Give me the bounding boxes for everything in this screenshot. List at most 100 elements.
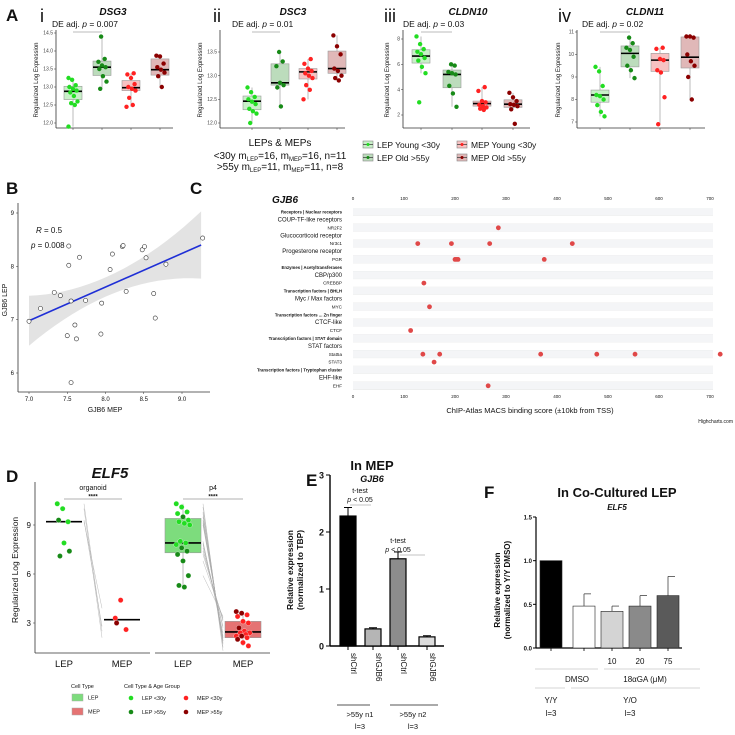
data-point [479, 98, 485, 104]
x-tick-label-bottom: 200 [451, 394, 459, 399]
data-point [277, 80, 283, 85]
data-point [152, 315, 158, 321]
data-point [240, 618, 246, 625]
data-point [595, 102, 600, 108]
box [650, 53, 670, 72]
legend-item: LEP Young <30y [362, 140, 441, 150]
y-tick-label: 6 [27, 570, 32, 579]
y-axis-label: Regularized Log Expression [556, 42, 562, 117]
x-tick-label-bottom: 0 [352, 394, 355, 399]
legend-label: LEP [88, 696, 99, 702]
y-tick-label: 8 [11, 264, 15, 270]
panel-label-a: A [6, 6, 18, 25]
legend-dot [460, 143, 464, 146]
x-axis-label: ChIP-Atlas MACS binding score (±10kb fro… [446, 406, 614, 415]
data-point [66, 262, 72, 268]
row-band [353, 223, 713, 232]
gene-title: CLDN10 [449, 7, 488, 18]
y-tick-label: 0 [319, 642, 324, 652]
data-point [508, 102, 513, 107]
data-point [446, 69, 451, 75]
bar [364, 628, 382, 647]
de-stat: DE adj. p = 0.02 [582, 19, 643, 29]
bar [628, 605, 652, 649]
data-point [310, 75, 315, 81]
data-point [174, 510, 181, 517]
bar [600, 611, 624, 649]
facet-organoid: organoid **** LEP MEP [34, 482, 150, 670]
de-stat: DE adj. p = 0.03 [403, 19, 464, 29]
data-point [483, 100, 488, 105]
x-tick-label-top: 0 [352, 196, 355, 201]
data-point [688, 59, 694, 64]
legend-dot [183, 709, 189, 715]
y-tick-label: 6 [11, 371, 15, 377]
row-label-family: STAT factors [308, 344, 342, 350]
box [680, 36, 700, 69]
binding-score-point [632, 351, 638, 357]
row-label-class: Receptors | Nuclear receptors [281, 210, 343, 215]
box-lep-young-30y [63, 75, 83, 130]
data-point [627, 47, 633, 53]
y-tick-label: 14.5 [43, 31, 53, 37]
text-span: = 0.5 [42, 226, 63, 235]
data-point [450, 91, 456, 96]
y-axis-label: Relative expression [285, 530, 295, 610]
data-point [274, 63, 279, 69]
y-tick-label: 8 [571, 97, 574, 103]
data-point [123, 288, 129, 294]
row-band [353, 239, 713, 248]
data-point [98, 86, 103, 92]
row-band [353, 350, 713, 359]
data-point [331, 33, 336, 38]
sample-counts: >55y mLEP=11, mMEP=11, n=8 [217, 162, 344, 174]
y-tick-label: 13.5 [207, 50, 217, 56]
data-point [161, 61, 166, 66]
data-point [301, 97, 306, 102]
x-tick-label: shCtrl [399, 653, 408, 674]
row-band [353, 231, 713, 240]
row-band [353, 302, 713, 311]
subpanel-numeral: i [40, 6, 44, 26]
data-point [602, 114, 607, 119]
data-point [130, 102, 135, 108]
data-point [630, 41, 635, 46]
data-point [26, 318, 32, 324]
data-point [418, 52, 424, 57]
legend-dot [366, 156, 370, 159]
x-tick-label: 7.0 [25, 397, 34, 403]
data-point [100, 74, 106, 79]
binding-score-point [594, 351, 600, 357]
y-tick-label: 9 [571, 75, 574, 81]
data-point [97, 66, 102, 72]
binding-score-point [431, 359, 437, 365]
data-point [72, 322, 78, 328]
data-point [57, 293, 63, 299]
data-point [414, 34, 419, 39]
panel-label-e: E [306, 471, 317, 490]
data-point [184, 548, 190, 554]
data-point [655, 68, 660, 73]
data-point [184, 509, 190, 515]
y-tick-label: 1.5 [524, 516, 533, 522]
row-label-gene: PGR [332, 257, 343, 262]
data-point [133, 88, 138, 93]
data-point [244, 612, 250, 618]
data-point [173, 501, 179, 507]
row-label-family: Glucocorticoid receptor [280, 233, 342, 239]
data-point [176, 582, 182, 589]
data-point [83, 298, 89, 303]
x-tick-label-bottom: 100 [400, 394, 408, 399]
data-point [181, 520, 188, 527]
data-point [200, 235, 206, 241]
binding-score-point [437, 351, 443, 357]
x-tick-label: 10 [608, 657, 617, 666]
data-point [624, 45, 629, 50]
data-point [178, 504, 185, 510]
data-point [59, 505, 66, 512]
data-point [238, 633, 245, 639]
data-point [687, 34, 693, 39]
text-span: <30y m [214, 151, 247, 162]
